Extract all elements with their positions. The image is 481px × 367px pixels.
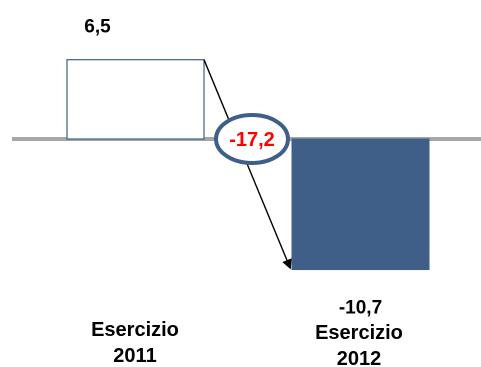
bar-esercizio-2011: [66, 59, 205, 140]
data-label-2012: -10,7: [339, 298, 382, 319]
bar-esercizio-2012: [291, 138, 430, 271]
category-label-2012-line1: Esercizio: [315, 322, 403, 344]
difference-ellipse: [214, 113, 290, 165]
difference-label: -17,2: [229, 129, 275, 151]
category-label-2012-line2: 2012: [337, 348, 382, 367]
category-label-2011-line1: Esercizio: [91, 319, 179, 341]
category-label-2011-line2: 2011: [113, 345, 156, 367]
data-label-2011: 6,5: [84, 17, 111, 38]
